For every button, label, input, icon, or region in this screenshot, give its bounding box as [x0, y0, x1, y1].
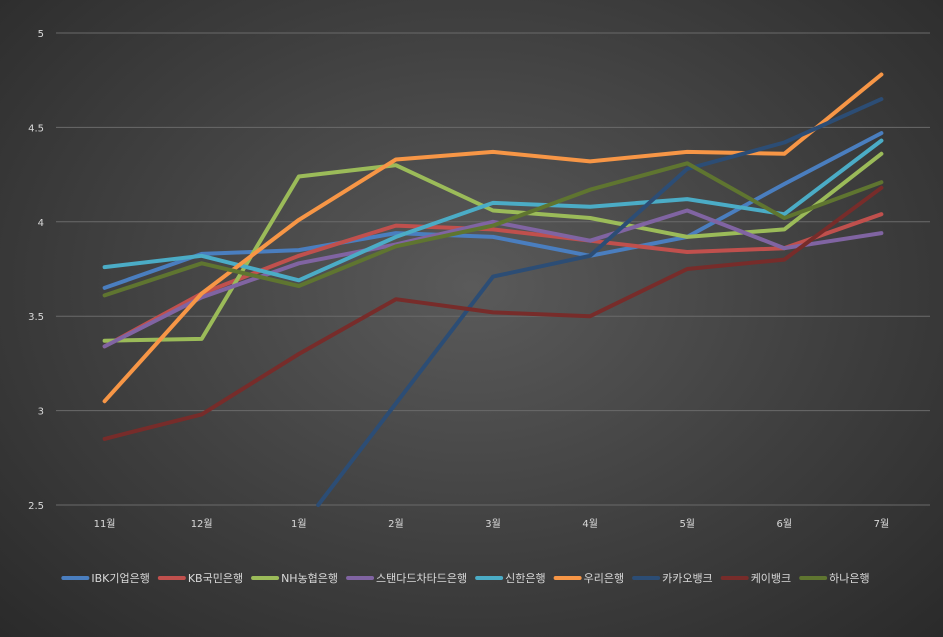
x-tick-label: 4월 [582, 518, 598, 530]
legend-item: 카카오뱅크 [632, 572, 713, 585]
legend-item: 케이뱅크 [720, 572, 791, 585]
series-lines [102, 72, 884, 507]
legend-label: IBK기업은행 [91, 572, 149, 585]
series-line-5 [102, 138, 884, 283]
x-tick-label: 7월 [874, 518, 890, 530]
x-tick-label: 11월 [94, 518, 116, 530]
gridlines [56, 32, 930, 506]
series-line-8 [102, 185, 884, 441]
legend-label: 카카오뱅크 [662, 572, 713, 585]
y-tick-label: 2.5 [28, 501, 44, 512]
y-tick-label: 5 [38, 29, 44, 40]
x-tick-label: 1월 [291, 518, 307, 530]
legend-label: 하나은행 [829, 571, 869, 585]
y-tick-label: 3 [38, 407, 44, 418]
y-tick-label: 4 [38, 218, 44, 229]
legend: IBK기업은행 KB국민은행 NH농협은행 스탠다드차타드은행 신한은행 우리은행 카카오뱅… [61, 571, 870, 585]
legend-item: 스탠다드차타드은행 [346, 572, 467, 585]
x-tick-label: 6월 [777, 518, 793, 530]
legend-label: 우리은행 [584, 572, 624, 585]
legend-item: NH농협은행 [251, 572, 338, 585]
legend-item: KB국민은행 [157, 572, 243, 585]
x-tick-label: 5월 [679, 518, 695, 530]
y-tick-label: 3.5 [28, 312, 44, 323]
legend-item: 하나은행 [799, 571, 870, 585]
x-tick-label: 3월 [485, 518, 501, 530]
legend-label: 케이뱅크 [751, 572, 791, 585]
x-axis-ticks: 11월 12월 1월 2월 3월 4월 5월 6월 7월 [94, 518, 890, 530]
x-tick-label: 12월 [191, 518, 213, 530]
legend-label: 신한은행 [505, 572, 545, 585]
legend-item: 우리은행 [553, 572, 624, 585]
legend-label: NH농협은행 [281, 572, 338, 585]
legend-label: 스탠다드차타드은행 [376, 572, 467, 585]
y-axis-ticks: 2.5 3 3.5 4 4.5 5 [28, 29, 44, 512]
series-line-9 [102, 161, 884, 298]
y-tick-label: 4.5 [28, 123, 44, 134]
legend-item: IBK기업은행 [61, 572, 150, 585]
x-tick-label: 2월 [388, 518, 404, 530]
legend-item: 신한은행 [475, 572, 546, 585]
series-line-4 [102, 208, 884, 349]
legend-label: KB국민은행 [188, 572, 243, 585]
series-line-7 [316, 97, 884, 507]
